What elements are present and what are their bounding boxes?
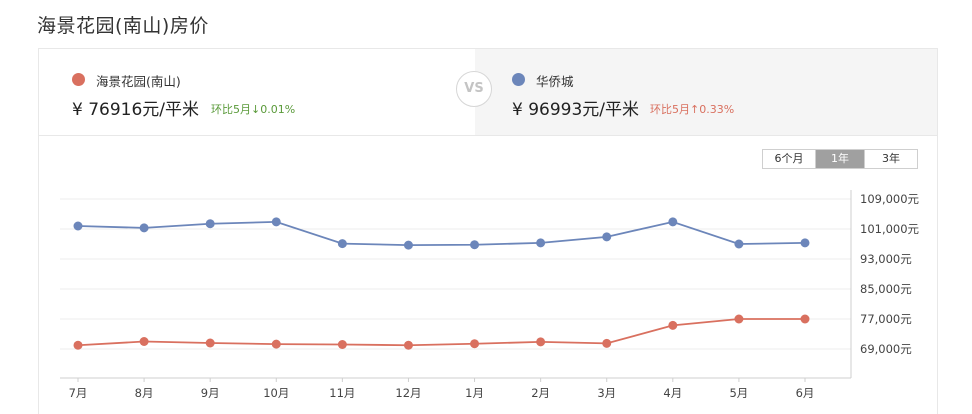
left-series-dot (72, 73, 85, 86)
data-point-haijinghuayuan (536, 337, 546, 347)
comparison-card: 海景花园(南山) ¥ 76916元/平米 环比5月↓0.01% 华侨城 ¥ 96… (38, 48, 938, 414)
data-point-haijinghuayuan (271, 339, 281, 349)
data-point-haijinghuayuan (470, 339, 480, 349)
x-tick-label: 5月 (729, 386, 748, 400)
data-point-huaqiaocheng (73, 221, 83, 231)
x-tick-label: 1月 (465, 386, 484, 400)
y-tick-label: 101,000元 (860, 222, 920, 236)
page-title: 海景花园(南山)房价 (37, 15, 209, 37)
x-tick-label: 9月 (201, 386, 220, 400)
data-point-huaqiaocheng (205, 219, 215, 229)
data-point-haijinghuayuan (734, 314, 744, 324)
y-tick-label: 69,000元 (860, 342, 912, 356)
data-point-huaqiaocheng (668, 217, 678, 227)
x-tick-label: 8月 (135, 386, 154, 400)
data-point-haijinghuayuan (668, 320, 678, 330)
x-tick-label: 2月 (531, 386, 550, 400)
right-change-badge: 环比5月↑0.33% (650, 103, 735, 116)
y-tick-label: 109,000元 (860, 192, 920, 206)
left-community-panel: 海景花园(南山) ¥ 76916元/平米 环比5月↓0.01% (39, 49, 475, 135)
data-point-huaqiaocheng (734, 239, 744, 249)
vs-badge: VS (456, 71, 492, 107)
y-tick-label: 93,000元 (860, 252, 912, 266)
left-community-name: 海景花园(南山) (96, 74, 181, 89)
data-point-haijinghuayuan (205, 338, 215, 348)
data-point-huaqiaocheng (403, 240, 413, 250)
data-point-huaqiaocheng (536, 238, 546, 248)
x-tick-label: 10月 (263, 386, 289, 400)
left-change-badge: 环比5月↓0.01% (211, 103, 296, 116)
x-tick-label: 7月 (69, 386, 88, 400)
right-community-panel: 华侨城 ¥ 96993元/平米 环比5月↑0.33% (475, 49, 937, 135)
right-series-dot (512, 73, 525, 86)
x-tick-label: 6月 (796, 386, 815, 400)
tab-6-months[interactable]: 6个月 (763, 150, 816, 168)
data-point-haijinghuayuan (139, 337, 149, 346)
tab-3-years[interactable]: 3年 (865, 150, 917, 168)
y-tick-label: 85,000元 (860, 282, 912, 296)
data-point-huaqiaocheng (139, 223, 149, 233)
x-tick-label: 12月 (395, 386, 421, 400)
left-price: ¥ 76916元/平米 (72, 100, 200, 120)
right-price: ¥ 96993元/平米 (512, 100, 640, 120)
data-point-huaqiaocheng (337, 239, 347, 249)
data-point-huaqiaocheng (800, 238, 810, 248)
series-line-huaqiaocheng (77, 220, 806, 247)
data-point-huaqiaocheng (470, 240, 480, 250)
data-point-haijinghuayuan (800, 314, 810, 324)
data-point-huaqiaocheng (271, 217, 281, 227)
x-tick-label: 4月 (663, 386, 682, 400)
header-divider (39, 135, 937, 136)
x-tick-label: 3月 (597, 386, 616, 400)
time-range-tabs: 6个月 1年 3年 (762, 149, 918, 169)
data-point-huaqiaocheng (602, 232, 612, 242)
series-line-haijinghuayuan (77, 318, 805, 347)
data-point-haijinghuayuan (337, 340, 347, 349)
data-point-haijinghuayuan (73, 340, 83, 350)
data-point-haijinghuayuan (403, 340, 413, 350)
data-point-haijinghuayuan (602, 338, 612, 348)
tab-1-year[interactable]: 1年 (816, 150, 865, 168)
y-tick-label: 77,000元 (860, 312, 912, 326)
comparison-header: 海景花园(南山) ¥ 76916元/平米 环比5月↓0.01% 华侨城 ¥ 96… (39, 49, 937, 135)
right-community-name: 华侨城 (536, 74, 574, 89)
x-tick-label: 11月 (329, 386, 355, 400)
